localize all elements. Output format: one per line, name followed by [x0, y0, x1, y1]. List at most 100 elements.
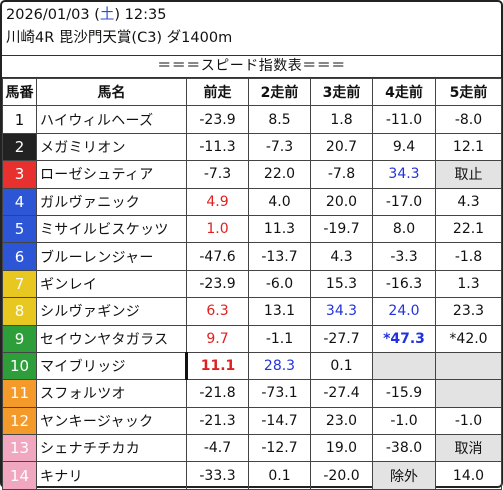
- col-header-5-races-ago: 5走前: [435, 77, 502, 107]
- speed-index-1: 9.7: [186, 324, 249, 353]
- speed-index-2: -14.7: [248, 406, 311, 436]
- speed-index-3: -19.7: [310, 214, 373, 244]
- col-header-2-races-ago: 2走前: [248, 77, 311, 107]
- speed-index-3: -20.0: [310, 461, 373, 490]
- horse-name: ミサイルビスケッツ: [36, 214, 187, 244]
- race-date: 2026/01/03: [6, 7, 90, 23]
- speed-index-5: 12.1: [435, 132, 502, 162]
- speed-index-4: *47.3: [372, 324, 436, 353]
- table-row: 8 シルヴァギンジ 6.3 13.1 34.3 24.0 23.3: [2, 297, 502, 326]
- speed-index-2: -13.7: [248, 242, 311, 271]
- horse-number: 1: [2, 105, 37, 134]
- speed-index-5: *42.0: [435, 324, 502, 353]
- race-weekday: (土): [94, 7, 120, 23]
- speed-index-5: 23.3: [435, 297, 502, 326]
- race-datetime: 2026/01/03 (土) 12:35: [2, 2, 501, 25]
- table-row: 14 キナリ -33.3 0.1 -20.0 除外 14.0: [2, 461, 502, 490]
- speed-index-1: -21.3: [186, 406, 249, 436]
- speed-index-2: 13.1: [248, 297, 311, 326]
- speed-index-4: -1.0: [372, 406, 436, 436]
- horse-name: シルヴァギンジ: [36, 297, 187, 326]
- speed-index-4: 除外: [372, 461, 436, 490]
- horse-name: メガミリオン: [36, 132, 187, 162]
- horse-name: セイウンヤタガラス: [36, 324, 187, 353]
- speed-index-5: 取止: [435, 160, 502, 189]
- speed-index-1: 4.9: [186, 187, 249, 216]
- table-row: 1 ハイウィルヘーズ -23.9 8.5 1.8 -11.0 -8.0: [2, 105, 502, 134]
- col-header-4-races-ago: 4走前: [372, 77, 436, 107]
- horse-name: スフォルツオ: [36, 379, 187, 408]
- speed-index-4: -17.0: [372, 187, 436, 216]
- speed-index-1: -23.9: [186, 269, 249, 299]
- speed-index-3: 0.1: [310, 351, 373, 381]
- weekday-close: ): [114, 7, 121, 23]
- speed-index-2: -7.3: [248, 132, 311, 162]
- speed-index-2: -12.7: [248, 434, 311, 463]
- speed-index-3: 1.8: [310, 105, 373, 134]
- horse-number: 10: [2, 351, 37, 381]
- speed-index-4: -15.9: [372, 379, 436, 408]
- col-header-last-race: 前走: [186, 77, 249, 107]
- speed-index-3: 15.3: [310, 269, 373, 299]
- horse-name: ギンレイ: [36, 269, 187, 299]
- speed-index-2: -1.1: [248, 324, 311, 353]
- speed-index-2: 22.0: [248, 160, 311, 189]
- speed-index-5: [435, 351, 502, 381]
- horse-number: 9: [2, 324, 37, 353]
- speed-index-1: 6.3: [186, 297, 249, 326]
- speed-index-5: 取消: [435, 434, 502, 463]
- speed-index-4: 34.3: [372, 160, 436, 189]
- horse-number: 12: [2, 406, 37, 436]
- horse-name: シェナチチカカ: [36, 434, 187, 463]
- speed-index-3: 4.3: [310, 242, 373, 271]
- horse-number: 3: [2, 160, 37, 189]
- speed-index-2: 0.1: [248, 461, 311, 490]
- weekday-open: (: [94, 7, 100, 23]
- speed-index-3: 23.0: [310, 406, 373, 436]
- speed-index-5: 1.3: [435, 269, 502, 299]
- table-row: 7 ギンレイ -23.9 -6.0 15.3 -16.3 1.3: [2, 269, 502, 299]
- race-title: 川崎4R 毘沙門天賞(C3) ダ1400m: [6, 30, 233, 46]
- speed-index-3: 20.0: [310, 187, 373, 216]
- speed-index-3: -27.7: [310, 324, 373, 353]
- table-row: 3 ローゼシュティア -7.3 22.0 -7.8 34.3 取止: [2, 160, 502, 189]
- race-time: 12:35: [124, 7, 167, 23]
- speed-index-4: -11.0: [372, 105, 436, 134]
- speed-index-1: 11.1: [185, 351, 249, 381]
- horse-number: 2: [2, 132, 37, 162]
- speed-index-1: -47.6: [186, 242, 249, 271]
- speed-index-1: 1.0: [186, 214, 249, 244]
- speed-index-3: -7.8: [310, 160, 373, 189]
- table-row: 6 ブルーレンジャー -47.6 -13.7 4.3 -3.3 -1.8: [2, 242, 502, 271]
- horse-number: 14: [2, 461, 37, 490]
- table-row: 9 セイウンヤタガラス 9.7 -1.1 -27.7 *47.3 *42.0: [2, 324, 502, 353]
- speed-index-5: -1.8: [435, 242, 502, 271]
- speed-index-5: -1.0: [435, 406, 502, 436]
- speed-index-2: 4.0: [248, 187, 311, 216]
- speed-index-banner: ＝＝＝スピード指数表＝＝＝: [2, 55, 501, 78]
- horse-number: 7: [2, 269, 37, 299]
- horse-number: 6: [2, 242, 37, 271]
- col-header-3-races-ago: 3走前: [310, 77, 373, 107]
- speed-index-1: -33.3: [186, 461, 249, 490]
- speed-index-1: -21.8: [186, 379, 249, 408]
- table-row: 13 シェナチチカカ -4.7 -12.7 19.0 -38.0 取消: [2, 434, 502, 463]
- speed-index-1: -7.3: [186, 160, 249, 189]
- table-row: 12 ヤンキージャック -21.3 -14.7 23.0 -1.0 -1.0: [2, 406, 502, 436]
- speed-index-1: -11.3: [186, 132, 249, 162]
- horse-name: ヤンキージャック: [36, 406, 187, 436]
- table-row: 10 マイブリッジ 11.1 28.3 0.1: [2, 351, 502, 381]
- col-header-horse-name: 馬名: [36, 77, 187, 107]
- horse-number: 4: [2, 187, 37, 216]
- speed-index-5: -8.0: [435, 105, 502, 134]
- col-header-number: 馬番: [2, 77, 37, 107]
- speed-index-2: -6.0: [248, 269, 311, 299]
- table-row: 4 ガルヴァニック 4.9 4.0 20.0 -17.0 4.3: [2, 187, 502, 216]
- speed-index-3: 34.3: [310, 297, 373, 326]
- speed-index-table: 馬番 馬名 前走 2走前 3走前 4走前 5走前 1 ハイウィルヘーズ -23.9 8…: [2, 77, 502, 490]
- speed-index-1: -4.7: [186, 434, 249, 463]
- speed-index-5: 14.0: [435, 461, 502, 490]
- horse-number: 11: [2, 379, 37, 408]
- horse-number: 8: [2, 297, 37, 326]
- speed-index-3: 19.0: [310, 434, 373, 463]
